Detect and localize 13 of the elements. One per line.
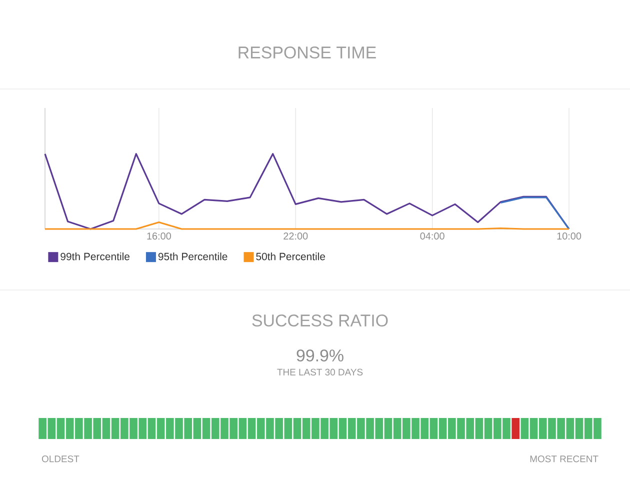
legend-label: 50th Percentile <box>256 252 326 260</box>
chart-subtitle: 99.9% <box>296 349 344 362</box>
x-tick-label: 10:00 <box>557 232 582 240</box>
x-tick-label: 16:00 <box>147 232 171 240</box>
legend-label: 99th Percentile <box>60 252 130 260</box>
chart-title: SUCCESS RATIO <box>252 314 388 327</box>
text: MOST RECENT <box>530 456 598 462</box>
legend-label: 95th Percentile <box>158 252 228 260</box>
x-tick-label: 04:00 <box>420 232 444 240</box>
text: THE LAST 30 DAYS <box>277 368 363 376</box>
text: OLDEST <box>42 456 80 462</box>
x-tick-label: 22:00 <box>284 232 308 240</box>
chart-title: RESPONSE TIME <box>238 46 376 59</box>
